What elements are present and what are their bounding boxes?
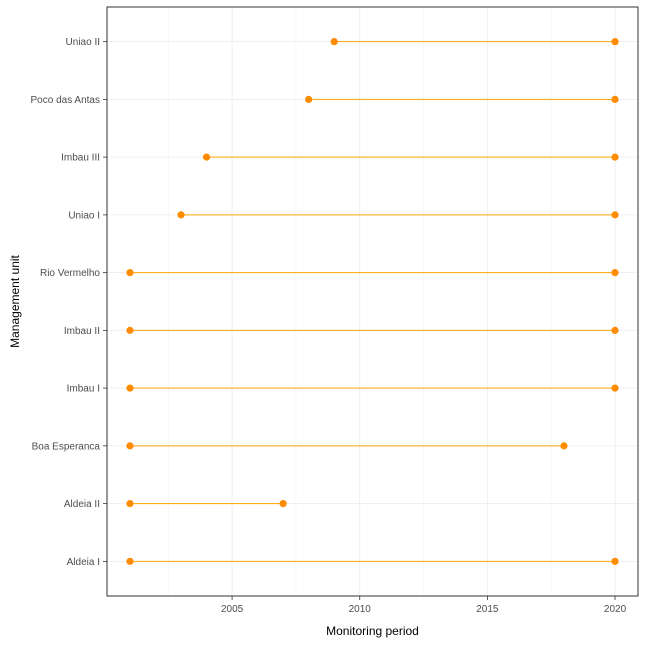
end-point: [611, 38, 619, 46]
y-tick-label: Imbau III: [61, 153, 100, 164]
end-point: [611, 211, 619, 219]
start-point: [330, 38, 338, 46]
start-point: [126, 442, 134, 450]
x-axis-title: Monitoring period: [326, 624, 419, 638]
y-axis-tick-labels: Aldeia I Aldeia II Boa Esperanca Imbau I Imb…: [31, 37, 101, 568]
y-tick-label: Aldeia II: [64, 499, 100, 510]
x-tick-label: 2010: [349, 604, 372, 615]
start-point: [126, 500, 134, 508]
y-tick-label: Boa Esperanca: [32, 441, 101, 452]
range-points: [126, 38, 619, 565]
end-point: [611, 269, 619, 277]
y-tick-label: Aldeia I: [67, 557, 100, 568]
axis-ticks: [103, 41, 616, 600]
start-point: [305, 95, 313, 103]
y-tick-label: Imbau II: [64, 326, 100, 337]
x-tick-label: 2005: [221, 604, 244, 615]
start-point: [126, 384, 134, 392]
x-tick-label: 2015: [476, 604, 499, 615]
end-point: [560, 442, 568, 450]
start-point: [202, 153, 211, 161]
y-tick-label: Poco das Antas: [31, 95, 101, 106]
plot-panel-background: [107, 7, 638, 596]
y-tick-label: Uniao II: [66, 37, 100, 48]
end-point: [611, 95, 619, 103]
y-tick-label: Imbau I: [67, 384, 100, 395]
end-point: [611, 153, 619, 161]
start-point: [126, 557, 134, 565]
y-tick-label: Uniao I: [68, 210, 100, 221]
end-point: [279, 500, 287, 508]
start-point: [126, 269, 134, 277]
end-point: [611, 326, 619, 334]
x-axis-tick-labels: 2005 2010 2015 2020: [221, 604, 627, 615]
y-tick-label: Rio Vermelho: [40, 268, 100, 279]
end-point: [611, 384, 619, 392]
start-point: [126, 326, 134, 334]
end-point: [611, 557, 619, 565]
start-point: [177, 211, 185, 219]
y-axis-title: Management unit: [8, 254, 22, 347]
plot-panel-border: [106, 6, 639, 597]
range-segments: [129, 41, 616, 562]
x-tick-label: 2020: [604, 604, 627, 615]
minor-gridlines: [167, 7, 552, 596]
